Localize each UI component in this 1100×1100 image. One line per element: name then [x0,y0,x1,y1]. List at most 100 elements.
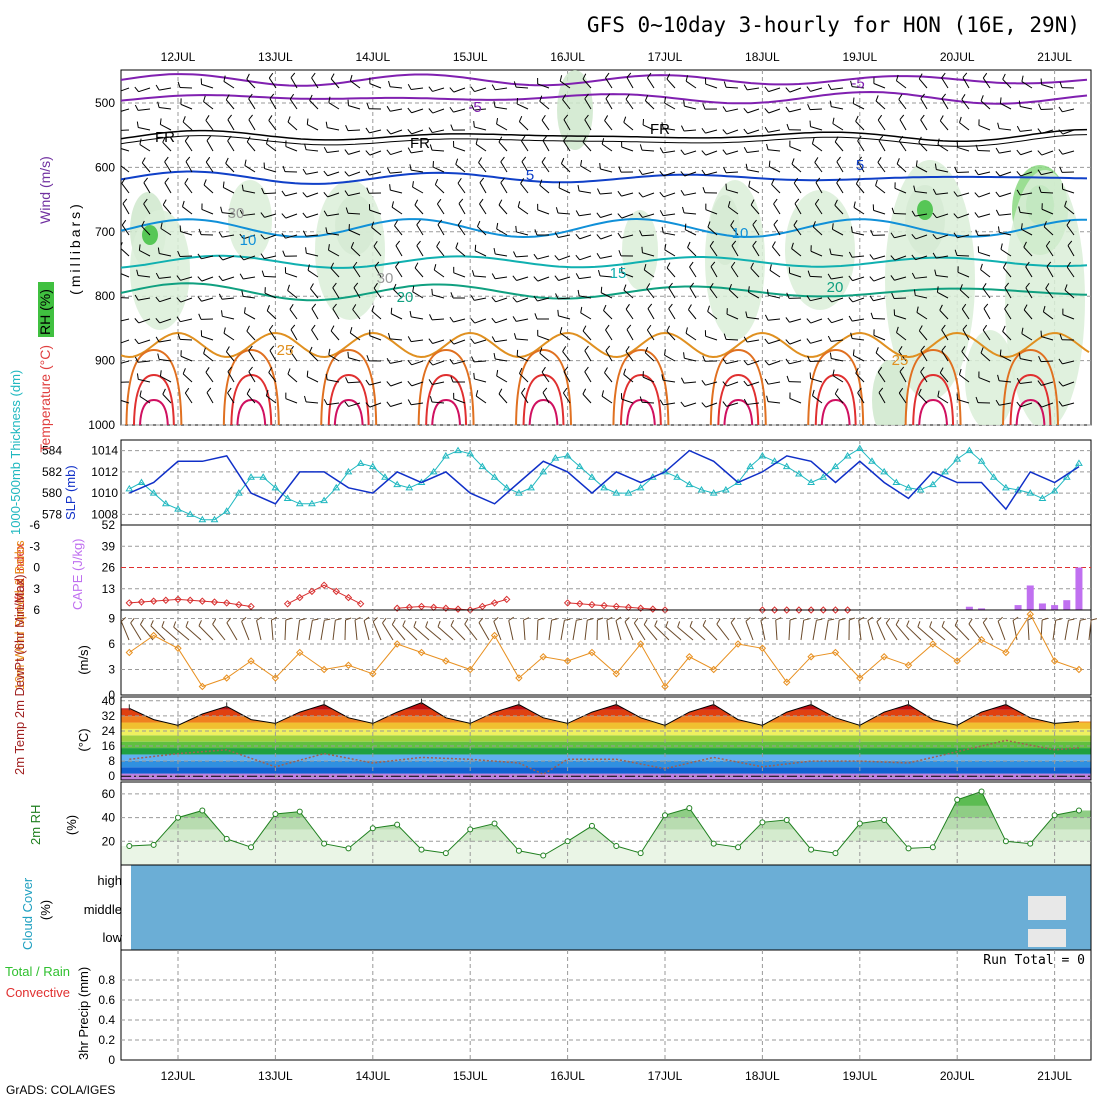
wind-barb [558,276,571,281]
wind-barb [939,120,949,131]
wind-barb [562,392,571,404]
wind-barb [563,371,571,383]
wind-barb [726,402,739,407]
wind-barb [1016,401,1021,408]
rh2m-marker [1051,812,1058,819]
wind-barb [160,375,172,383]
wind10-marker [539,653,547,661]
li-tick: 6 [33,603,40,617]
wind-barb [689,266,697,278]
wind-barb [311,303,317,309]
wind-barb [516,297,529,303]
wind-barb [1041,150,1054,156]
wind10-barb [929,621,933,628]
wind-barb [773,219,779,225]
rh2m-marker [272,811,279,818]
profile-ylabels: Wind (m/s) Temperature (°C) RH (%) (mill… [37,156,83,452]
wind10-barb [895,619,900,625]
wind-barb [239,254,245,261]
wind-barb [365,127,370,134]
wind-barb [349,327,353,334]
wind-barb [827,297,833,303]
wind-barb [241,184,244,191]
wind-barb [428,379,433,385]
wind-barb [138,297,151,301]
wind-barb [411,381,424,387]
wind-barb [582,325,587,332]
rh-shade [130,210,190,330]
wind-barb [664,349,666,356]
wind-barb [582,393,592,404]
lifted-index-marker [588,600,596,609]
wind-barb [953,191,958,197]
thickness-label: 1000-500mb Thickness (dm) [8,370,23,535]
wind-barb [177,333,181,340]
wind-barb [159,107,172,110]
wind-barb [626,324,632,330]
wind-barb [961,94,966,100]
wind10-barb [716,618,721,625]
wind-barb [478,162,487,173]
wind-barb [1067,245,1075,257]
lifted-index-line [129,598,252,607]
wind-barb [743,147,748,153]
wind-barb [348,171,361,177]
wind-barb [162,199,167,206]
wind-barb [896,80,907,89]
wind10-marker [417,648,426,657]
wind10-barb [354,616,361,621]
wind-barb [220,206,223,213]
wind-barb [412,181,414,188]
wind-barb [453,360,466,365]
wind-barb [1018,352,1021,359]
wind-barb [458,203,466,215]
temp2m-tick: 24 [102,724,116,738]
wind-barb [809,275,823,278]
wind-barb [436,241,441,247]
wind-barb [470,295,475,301]
wind-barb [432,87,445,92]
wind-barb [473,121,475,128]
wind-barb [831,106,844,110]
wind-barb [579,255,592,261]
wind-barb [428,127,433,133]
wind-barb [369,402,382,408]
wind-barb [1037,402,1043,408]
wind-barb [203,179,207,186]
wind-barb [893,212,907,215]
wind-barb [730,266,739,278]
wind-barb [1064,206,1075,215]
wind-barb [937,138,940,145]
wind-barb [495,318,508,324]
wind10-marker [271,674,280,682]
wind-barb [773,224,781,236]
wind-barb [959,116,962,123]
wind-barb [785,87,791,93]
temp-content [121,697,1091,780]
rh2m-marker [735,844,742,851]
wind-barb [139,249,151,257]
wind10-barb [760,620,766,641]
wind-barb [458,198,464,204]
wind-barb [1023,246,1033,257]
wind-barb [731,240,737,246]
wind-barb [834,141,844,152]
wind-barb [498,393,508,404]
wind-barb [680,401,685,407]
wind10-marker [515,674,523,682]
date-tick-top: 21JUL [1037,50,1072,64]
wind-barb [344,401,349,407]
wind-barb [478,157,483,163]
wind-barb [1064,284,1068,291]
wind-barb [327,232,340,236]
wind-barb [455,163,466,173]
wind-barb [285,146,298,152]
thickness-marker [575,462,584,470]
wind-barb [584,119,592,131]
wind-barb [449,106,454,113]
wind-barb [1062,129,1075,135]
wind-barb [663,402,676,406]
warm-dome [222,348,280,425]
wind-barb [1020,402,1033,408]
